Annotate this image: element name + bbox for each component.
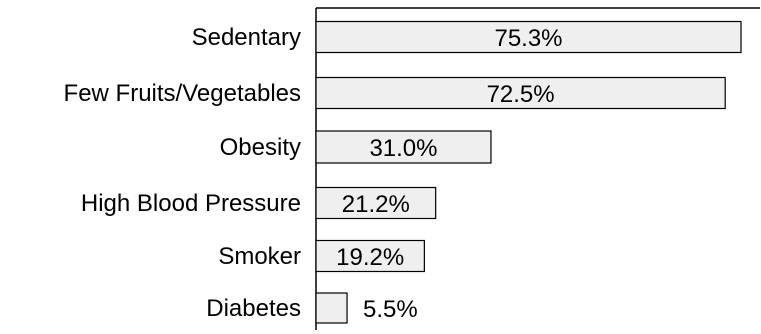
bar-diabetes — [315, 292, 348, 324]
category-label: High Blood Pressure — [81, 190, 301, 217]
category-label: Smoker — [218, 243, 301, 270]
category-label: Diabetes — [206, 295, 301, 322]
data-label: 72.5% — [487, 81, 555, 108]
category-label: Few Fruits/Vegetables — [64, 80, 301, 107]
bar-few-fruits-vegetables — [315, 76, 726, 110]
bar-sedentary — [315, 20, 742, 54]
category-label: Sedentary — [192, 24, 301, 51]
data-label: 21.2% — [342, 191, 410, 218]
bar-obesity — [315, 130, 492, 164]
category-label: Obesity — [220, 134, 301, 161]
data-label: 5.5% — [363, 296, 418, 323]
bar-high-blood-pressure — [315, 186, 437, 220]
data-label: 31.0% — [369, 135, 437, 162]
data-label: 19.2% — [336, 244, 404, 271]
bar-smoker — [315, 239, 425, 273]
data-label: 75.3% — [494, 25, 562, 52]
